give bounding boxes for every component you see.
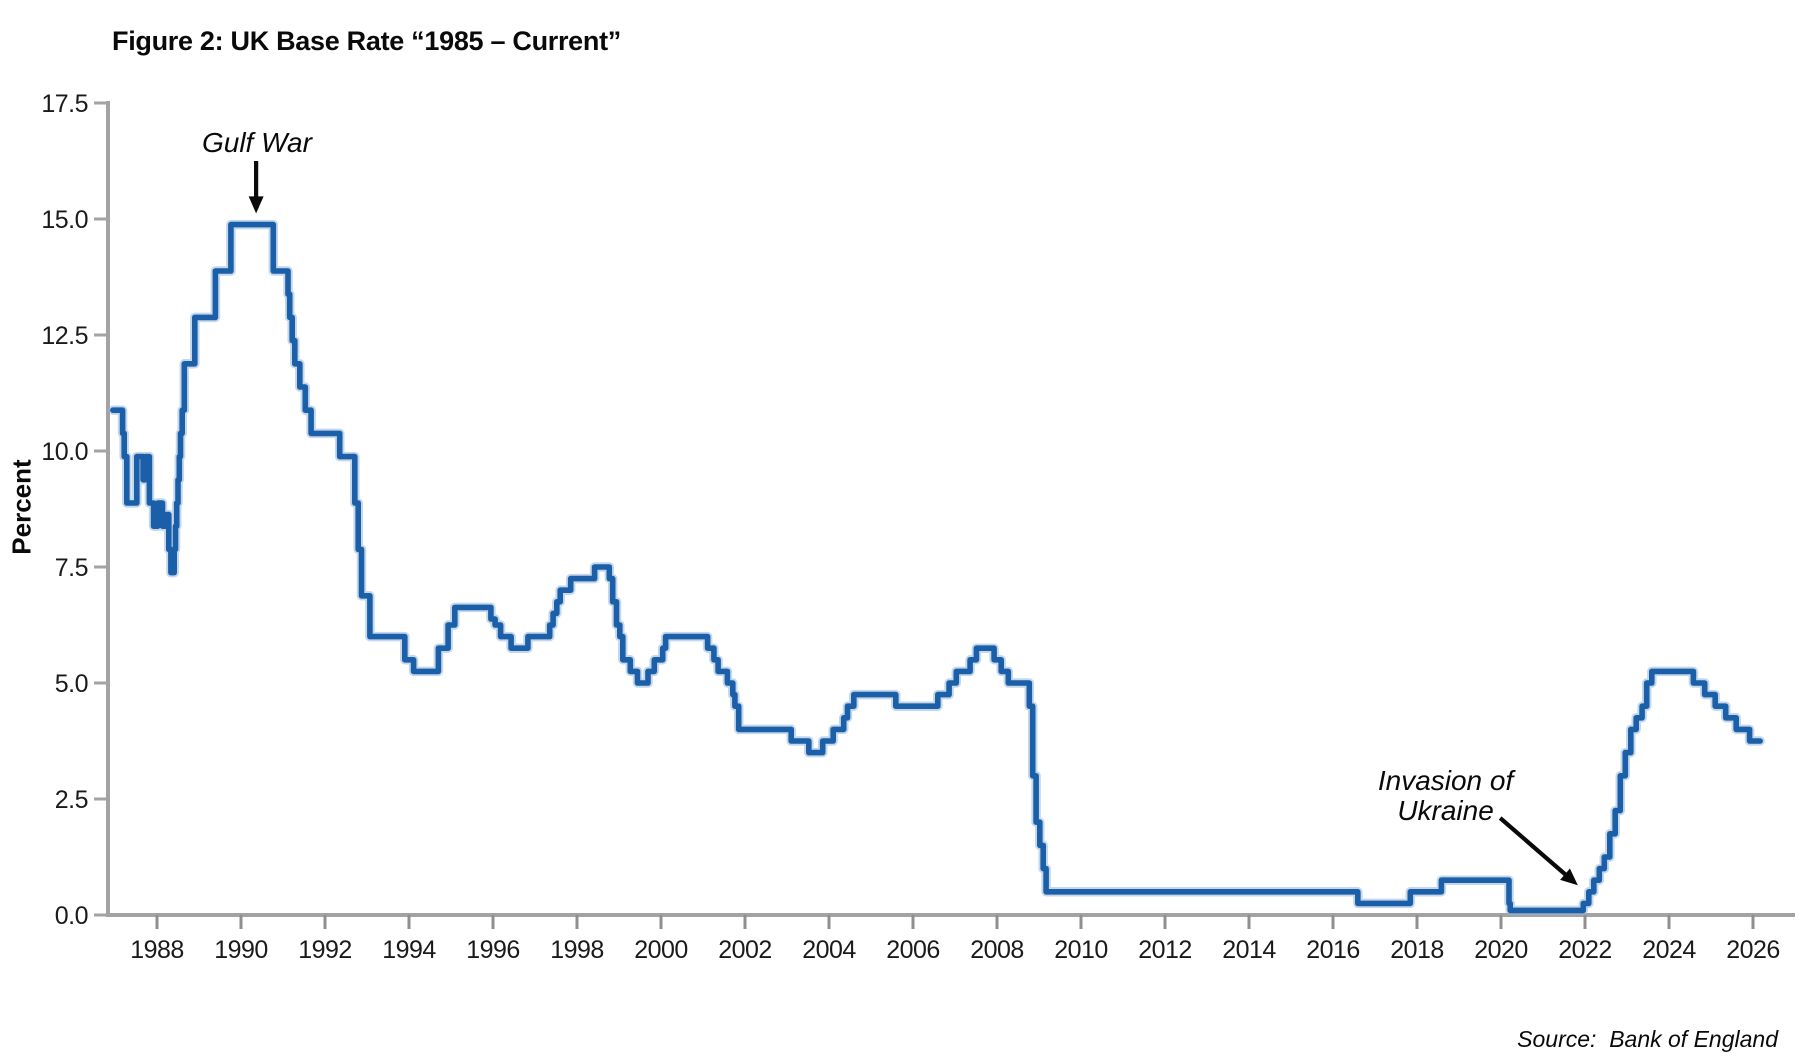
annotation-arrow-head xyxy=(1560,868,1578,886)
y-tick-label: 15.0 xyxy=(41,206,88,234)
x-tick-label: 2012 xyxy=(1138,936,1192,964)
y-tick-label: 0.0 xyxy=(55,902,88,930)
x-tick-label: 2020 xyxy=(1474,936,1528,964)
y-tick-label: 7.5 xyxy=(55,554,88,582)
x-tick-label: 1996 xyxy=(466,936,520,964)
y-tick-label: 5.0 xyxy=(55,670,88,698)
x-tick-label: 1992 xyxy=(298,936,352,964)
x-tick-label: 2026 xyxy=(1726,936,1780,964)
annotation-text: Ukraine xyxy=(1397,795,1493,826)
x-tick-label: 1998 xyxy=(550,936,604,964)
y-tick-label: 2.5 xyxy=(55,786,88,814)
x-tick-label: 2004 xyxy=(802,936,856,964)
x-tick-label: 2000 xyxy=(634,936,688,964)
annotation-text: Invasion of xyxy=(1378,765,1517,796)
x-tick-label: 2006 xyxy=(886,936,940,964)
annotation-arrow-head xyxy=(248,196,264,214)
annotation-arrow-shaft xyxy=(1498,816,1572,881)
x-tick-label: 2018 xyxy=(1390,936,1444,964)
x-tick-label: 1990 xyxy=(214,936,268,964)
x-tick-label: 1994 xyxy=(382,936,436,964)
annotation-text: Gulf War xyxy=(202,127,314,158)
x-tick-label: 2014 xyxy=(1222,936,1276,964)
x-tick-label: 1988 xyxy=(130,936,184,964)
x-tick-label: 2022 xyxy=(1558,936,1612,964)
source-credit: Source: Bank of England xyxy=(1517,1026,1778,1052)
y-tick-label: 10.0 xyxy=(41,438,88,466)
step-line xyxy=(110,221,1763,914)
figure-title: Figure 2: UK Base Rate “1985 – Current” xyxy=(112,26,621,56)
x-tick-label: 2008 xyxy=(970,936,1024,964)
x-tick-label: 2024 xyxy=(1642,936,1696,964)
x-tick-label: 2010 xyxy=(1054,936,1108,964)
x-tick-label: 2016 xyxy=(1306,936,1360,964)
y-tick-label: 17.5 xyxy=(41,90,88,118)
y-tick-label: 12.5 xyxy=(41,322,88,350)
x-tick-label: 2002 xyxy=(718,936,772,964)
